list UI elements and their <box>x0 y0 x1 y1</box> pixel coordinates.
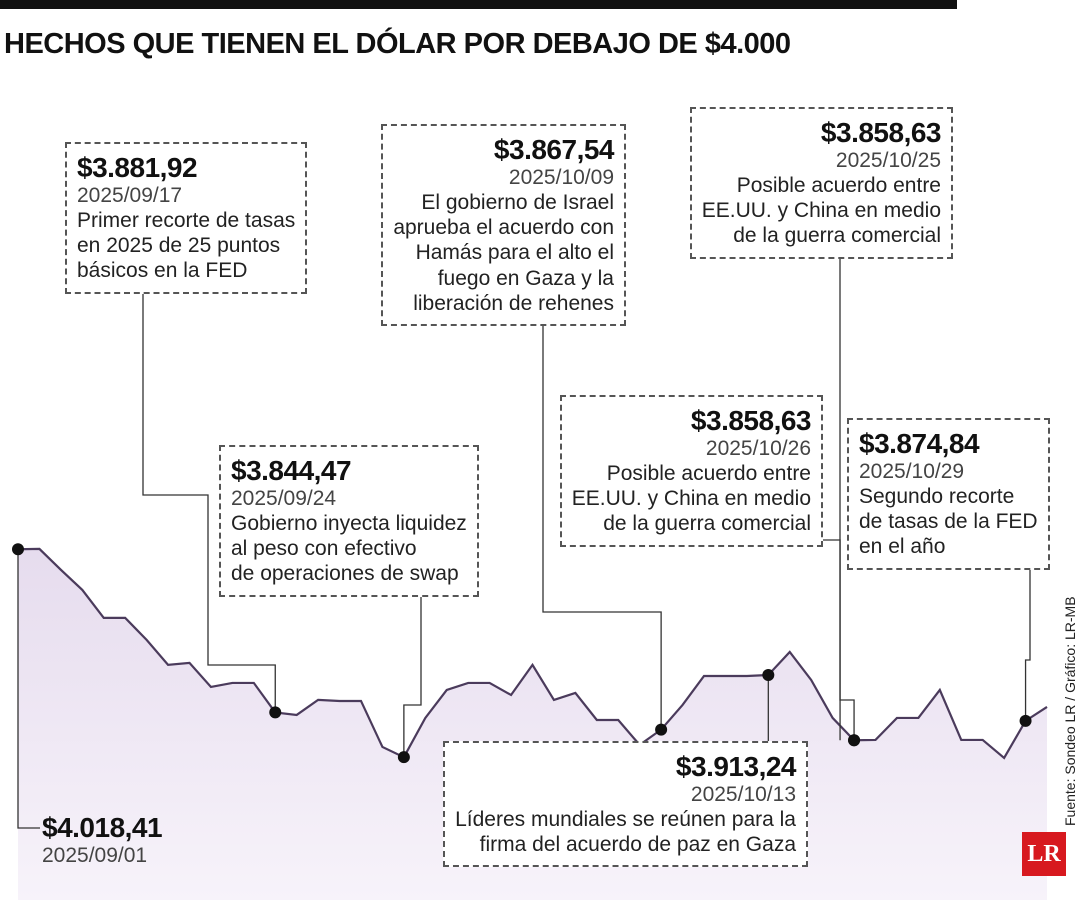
annotation-text: al peso con efectivo <box>231 537 417 561</box>
annotation-box: $3.913,24 2025/10/13 Líderes mundiales se … <box>443 741 808 868</box>
chart-title: HECHOS QUE TIENEN EL DÓLAR POR DEBAJO DE… <box>4 28 791 60</box>
annotation-value: $4.018,41 <box>42 812 163 843</box>
annotation-value: $3.913,24 <box>675 751 797 782</box>
annotation-text: en 2025 de 25 puntos <box>77 234 281 258</box>
annotation-dot <box>397 751 410 764</box>
annotation-text: Posible acuerdo entre <box>736 174 941 197</box>
leader-line <box>403 596 422 758</box>
leader-line <box>1024 569 1031 721</box>
annotation-date: 2025/09/24 <box>231 487 337 510</box>
annotation-dot <box>655 723 668 736</box>
annotation-text: de la guerra comercial <box>603 512 811 536</box>
source-note: Fuente: Sondeo LR / Gráfico: LR-MB <box>1062 596 1078 826</box>
top-rule <box>0 0 957 9</box>
leader-line <box>142 293 276 713</box>
annotation-dot <box>1019 714 1032 727</box>
logo: LR <box>1022 832 1066 876</box>
annotation-date: 2025/10/26 <box>705 437 811 460</box>
annotation-text: firma del acuerdo de paz en Gaza <box>479 833 796 857</box>
annotation-dot <box>848 734 861 747</box>
annotation-value: $3.858,63 <box>690 405 812 436</box>
annotation-dot <box>12 543 24 556</box>
annotation-box: $3.858,63 2025/10/26 Posible acuerdo entre… <box>559 395 823 547</box>
leader-line <box>839 258 855 741</box>
annotation-value: $3.844,47 <box>231 455 352 486</box>
line <box>17 547 1048 760</box>
annotation-value: $3.858,63 <box>820 117 942 148</box>
annotation-text: básicos en la FED <box>77 259 248 283</box>
annotation-text: EE.UU. y China en medio <box>571 487 811 511</box>
annotation-text: El gobierno de Israel <box>421 191 614 214</box>
annotation-text: liberación de rehenes <box>413 291 614 315</box>
annotation-box: $3.844,47 2025/09/24 Gobierno inyecta liqu… <box>219 445 479 597</box>
annotation-text: de operaciones de swap <box>231 562 459 586</box>
annotation-box: $3.874,84 2025/10/29 Segundo recorte de tas… <box>847 418 1050 570</box>
annotation-text: EE.UU. y China en medio <box>701 199 941 223</box>
annotation-text: Hamás para el alto el <box>415 241 614 265</box>
annotation-dot <box>762 668 775 681</box>
leader-line <box>17 549 40 829</box>
annotation-date: 2025/09/01 <box>42 844 148 867</box>
annotation-box: $4.018,41 2025/09/01 <box>42 812 163 868</box>
annotation-box: $3.881,92 2025/09/17 Primer recorte de tas… <box>65 142 308 294</box>
annotation-text: Gobierno inyecta liquidez <box>231 512 467 535</box>
annotation-text: aprueba el acuerdo con <box>393 216 614 240</box>
annotation-date: 2025/10/09 <box>508 166 614 189</box>
leader-line <box>823 539 841 741</box>
annotation-box: $3.858,63 2025/10/25 Posible acuerdo entre… <box>689 107 953 259</box>
annotation-text: de tasas de la FED <box>859 510 1038 534</box>
annotation-text: fuego en Gaza y la <box>437 266 614 290</box>
annotation-text: Segundo recorte <box>859 485 1015 508</box>
annotation-date: 2025/10/25 <box>835 149 941 172</box>
annotation-box: $3.867,54 2025/10/09 El gobierno de Israel… <box>381 124 626 326</box>
annotation-text: en el año <box>859 535 946 559</box>
annotation-date: 2025/10/29 <box>859 460 965 483</box>
annotation-dot <box>269 706 282 719</box>
annotation-text: Primer recorte de tasas <box>77 209 296 232</box>
annotation-date: 2025/10/13 <box>690 783 796 806</box>
leader-line <box>542 325 662 730</box>
annotation-value: $3.881,92 <box>77 152 198 183</box>
annotation-date: 2025/09/17 <box>77 184 183 207</box>
annotation-value: $3.867,54 <box>493 134 615 165</box>
annotation-value: $3.874,84 <box>859 428 980 459</box>
annotation-text: de la guerra comercial <box>733 224 941 248</box>
annotation-text: Líderes mundiales se reúnen para la <box>455 808 796 831</box>
annotation-text: Posible acuerdo entre <box>606 462 811 485</box>
